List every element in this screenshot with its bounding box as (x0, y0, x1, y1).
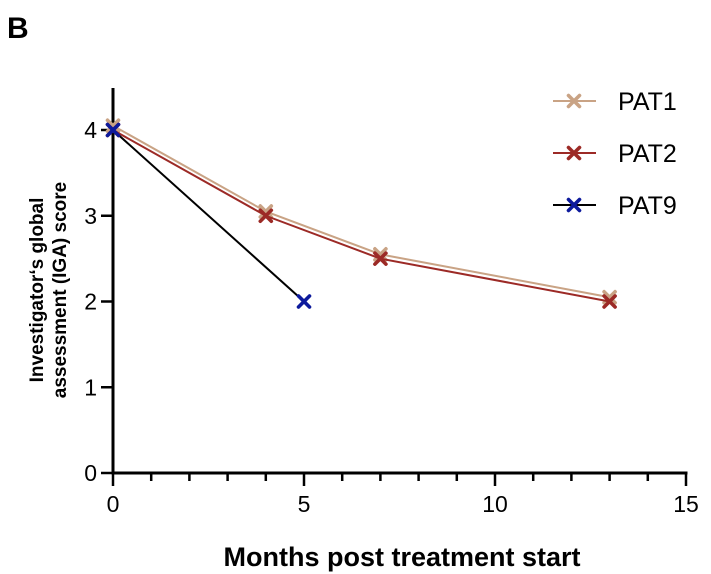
y-tick-label: 2 (84, 289, 97, 315)
marker-stroke (566, 197, 582, 213)
data-point-pat9 (105, 122, 121, 138)
data-point-pat9 (296, 294, 312, 309)
legend-marker-pat9 (566, 197, 582, 213)
marker-stroke (296, 294, 312, 309)
legend-item-pat2: PAT2 (553, 140, 677, 168)
legend: PAT1 PAT2 PAT9 (553, 88, 677, 220)
legend-item-pat9: PAT9 (553, 192, 677, 220)
marker-stroke (566, 93, 582, 109)
legend-label-pat9: PAT9 (618, 192, 677, 220)
data-point-pat1 (258, 204, 274, 219)
x-tick-label: 15 (673, 491, 699, 517)
marker-stroke (602, 294, 617, 309)
y-tick-label: 1 (84, 374, 97, 400)
series-layer (105, 118, 617, 309)
marker-stroke (105, 122, 121, 138)
series-pat9 (105, 122, 312, 309)
legend-marker-pat2 (566, 145, 582, 161)
y-tick-label: 4 (84, 117, 97, 143)
x-ticks: 0 5 10 15 (107, 473, 699, 517)
series-line-pat9 (112, 129, 305, 303)
data-point-pat2 (602, 294, 617, 309)
series-line-pat1 (112, 124, 610, 299)
y-axis-label-line-1: Investigator‘s global (27, 198, 48, 383)
y-tick-label: 3 (84, 203, 97, 229)
marker-stroke (258, 208, 274, 224)
y-axis-label-line-2: assessment (IGA) score (50, 182, 71, 399)
data-point-pat1 (105, 118, 121, 134)
legend-marker-pat1 (566, 93, 582, 109)
series-pat1 (105, 118, 617, 305)
axes (111, 88, 688, 475)
y-tick-label: 0 (84, 460, 97, 486)
x-tick-label: 0 (107, 491, 120, 517)
series-line-pat2 (112, 129, 610, 303)
y-ticks: 0 1 2 3 4 (84, 117, 113, 486)
legend-label-pat1: PAT1 (618, 88, 677, 116)
marker-stroke (373, 251, 388, 266)
marker-stroke (566, 145, 582, 161)
x-axis-label: Months post treatment start (223, 542, 580, 572)
panel-label: B (7, 12, 29, 45)
marker-stroke (105, 118, 121, 134)
y-axis-title: Investigator‘s global assessment (IGA) s… (27, 182, 71, 399)
x-tick-label: 5 (298, 491, 311, 517)
data-point-pat2 (258, 208, 274, 224)
series-pat2 (105, 122, 617, 309)
x-tick-label: 10 (482, 491, 508, 517)
legend-item-pat1: PAT1 (553, 88, 677, 116)
marker-stroke (258, 204, 274, 219)
data-point-pat2 (373, 251, 388, 266)
legend-label-pat2: PAT2 (618, 140, 677, 168)
